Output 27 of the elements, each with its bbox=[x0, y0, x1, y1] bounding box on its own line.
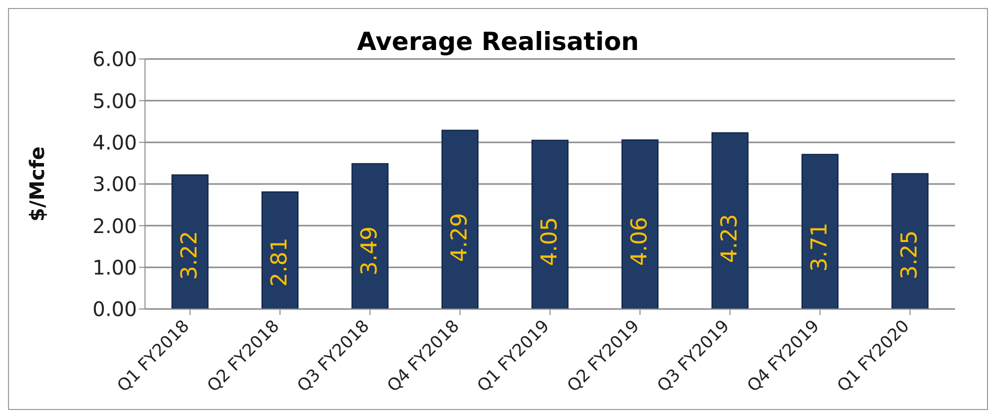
data-label: 4.05 bbox=[538, 217, 562, 266]
chart-title: Average Realisation bbox=[357, 27, 639, 56]
data-label: 3.22 bbox=[178, 230, 202, 280]
bar bbox=[712, 132, 748, 309]
data-label: 4.29 bbox=[448, 213, 472, 262]
bar bbox=[172, 174, 208, 309]
bar bbox=[262, 191, 298, 309]
bar bbox=[802, 154, 838, 309]
bar bbox=[622, 139, 658, 309]
y-tick-label: 1.00 bbox=[92, 255, 137, 280]
data-label: 3.49 bbox=[358, 226, 382, 276]
data-label: 4.06 bbox=[628, 216, 652, 266]
data-label: 3.25 bbox=[898, 230, 922, 280]
y-tick-label: 4.00 bbox=[92, 130, 137, 154]
bar bbox=[352, 163, 388, 309]
bar bbox=[532, 140, 568, 309]
y-tick-label: 0.00 bbox=[92, 297, 137, 322]
data-label: 2.81 bbox=[268, 238, 292, 287]
data-label: 3.71 bbox=[808, 222, 832, 272]
y-tick-label: 2.00 bbox=[92, 214, 137, 238]
y-tick-label: 6.00 bbox=[92, 47, 137, 72]
data-label: 4.23 bbox=[718, 214, 742, 263]
y-axis-title: $/Mcfe bbox=[25, 146, 50, 222]
y-tick-label: 5.00 bbox=[92, 88, 137, 113]
bar bbox=[442, 130, 478, 309]
y-tick-label: 3.00 bbox=[92, 172, 137, 196]
bar bbox=[892, 173, 928, 309]
